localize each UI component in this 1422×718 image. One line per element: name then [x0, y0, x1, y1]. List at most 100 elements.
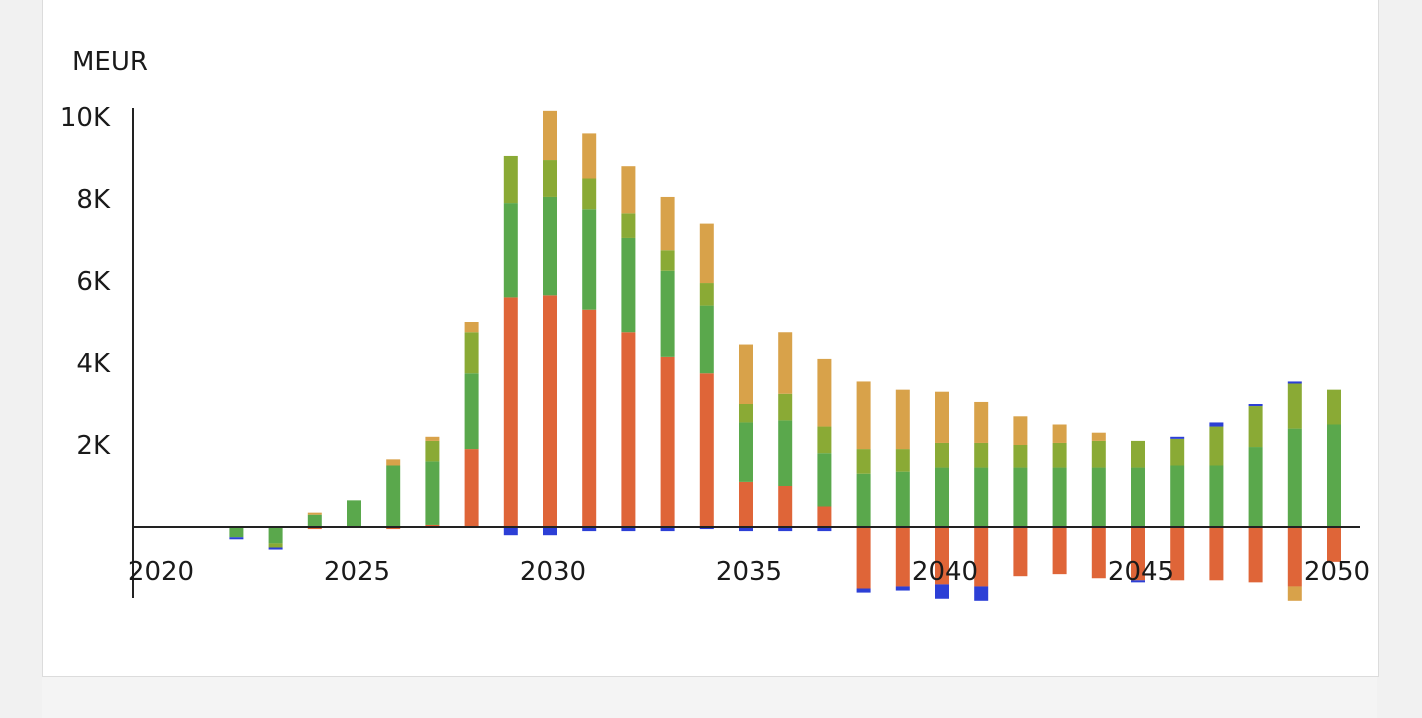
bar-segment-2030-s0: [543, 295, 557, 527]
y-tick-label: 6K: [76, 267, 111, 297]
x-tick-label: 2040: [912, 557, 978, 587]
bar-segment-2029-s1: [503, 203, 518, 298]
bar-segment-2042-s3: [1013, 416, 1028, 445]
bar-segment-2036-s4: [778, 527, 793, 532]
bar-segment-2040-s1: [935, 467, 949, 527]
bar-segment-2044-s0: [1091, 527, 1106, 579]
bar-segment-2031-s2: [582, 178, 597, 210]
bar-segment-2048-s4: [1248, 404, 1263, 407]
bar-segment-2042-s0: [1013, 527, 1028, 577]
bar-segment-2047-s4: [1209, 422, 1224, 427]
bar-segment-2035-s4: [739, 527, 753, 532]
x-tick-label: 2035: [716, 557, 782, 587]
bar-segment-2045-s4: [1131, 580, 1145, 583]
bar-segment-2041-s4: [974, 586, 989, 601]
x-tick-label: 2045: [1108, 557, 1174, 587]
bar-segment-2032-s4: [621, 527, 636, 532]
x-tick-label: 2030: [520, 557, 586, 587]
bar-segment-2034-s3: [699, 223, 714, 284]
bar-segment-2029-s2: [503, 155, 518, 204]
bar-segment-2031-s4: [582, 527, 597, 532]
bar-segment-2032-s0: [621, 332, 636, 527]
bar-segment-2049-s3: [1287, 586, 1302, 601]
bar-segment-2022-s1: [229, 527, 244, 538]
bar-segment-2023-s1: [268, 527, 283, 544]
bar-segment-2033-s2: [660, 250, 675, 271]
bar-segment-2035-s2: [739, 404, 753, 423]
bar-segment-2046-s4: [1170, 436, 1185, 439]
bar-segment-2035-s1: [739, 422, 753, 482]
bar-segment-2022-s4: [229, 537, 244, 540]
bar-segment-2040-s2: [935, 442, 949, 468]
bar-segment-2032-s2: [621, 213, 636, 238]
bar-segment-2023-s2: [268, 543, 283, 548]
bar-segment-2041-s2: [974, 442, 989, 468]
bar-segment-2048-s2: [1248, 406, 1263, 448]
bar-segment-2037-s0: [817, 506, 832, 527]
bar-segment-2027-s0: [425, 524, 440, 527]
x-tick-labels: 2020 2025 2030 2035 2040 2045 2050: [128, 557, 1370, 587]
bar-segment-2029-s0: [503, 297, 518, 527]
bar-segment-2041-s0: [974, 527, 989, 587]
bar-segment-2045-s1: [1131, 467, 1145, 527]
bar-segment-2046-s0: [1170, 527, 1185, 581]
bar-segment-2036-s3: [778, 332, 793, 394]
y-tick-label: 10K: [60, 103, 111, 133]
bar-segment-2024-s3: [307, 512, 322, 515]
stacked-bar-chart: MEUR 2K 4K 6K 8K 10K 2020 2025 2030 2035 2040 204…: [60, 47, 1370, 601]
legend-strip: [42, 677, 1377, 718]
bar-segment-2034-s0: [699, 373, 714, 527]
bar-segment-2029-s4: [503, 527, 518, 536]
bar-segment-2044-s2: [1091, 440, 1106, 468]
bar-segment-2043-s0: [1052, 527, 1067, 575]
bar-segment-2037-s2: [817, 426, 832, 454]
bar-segment-2031-s3: [582, 133, 597, 179]
bar-segment-2035-s0: [739, 481, 753, 527]
bar-segment-2024-s1: [307, 514, 322, 527]
bar-segment-2025-s1: [347, 500, 361, 527]
bar-segment-2032-s3: [621, 166, 636, 214]
y-tick-label: 2K: [76, 431, 111, 461]
bar-segment-2044-s3: [1091, 432, 1106, 441]
bar-segment-2049-s4: [1287, 381, 1302, 384]
bar-segment-2030-s2: [543, 160, 557, 197]
bar-segment-2050-s1: [1327, 424, 1341, 527]
bar-segment-2027-s3: [425, 436, 440, 441]
bar-segment-2043-s2: [1052, 442, 1067, 468]
bar-segment-2033-s3: [660, 196, 675, 251]
bar-segment-2049-s2: [1287, 383, 1302, 429]
bar-segment-2050-s2: [1327, 389, 1341, 425]
bar-segment-2044-s1: [1091, 467, 1106, 527]
bar-segment-2033-s4: [660, 527, 675, 532]
bar-segment-2032-s1: [621, 237, 636, 333]
bar-segment-2038-s3: [856, 381, 871, 450]
bar-segment-2033-s0: [660, 356, 675, 527]
bar-segment-2047-s2: [1209, 426, 1224, 466]
bar-segment-2028-s3: [464, 322, 479, 333]
bar-segment-2036-s1: [778, 420, 793, 486]
bar-segment-2048-s0: [1248, 527, 1263, 583]
bar-segment-2026-s1: [386, 465, 401, 527]
bar-segment-2034-s2: [699, 283, 714, 306]
bar-segment-2034-s1: [699, 305, 714, 374]
bar-segment-2031-s1: [582, 209, 597, 310]
bar-segment-2028-s0: [464, 449, 479, 527]
x-tick-label: 2050: [1304, 557, 1370, 587]
bars-layer: [229, 110, 1341, 601]
bar-segment-2036-s0: [778, 486, 793, 527]
bar-segment-2035-s3: [739, 344, 753, 404]
bar-segment-2030-s4: [543, 527, 557, 536]
bar-segment-2043-s1: [1052, 467, 1067, 527]
bar-segment-2037-s3: [817, 358, 832, 427]
bar-segment-2026-s0: [386, 527, 401, 530]
y-axis-title: MEUR: [72, 47, 148, 77]
bar-segment-2028-s1: [464, 373, 479, 450]
bar-segment-2041-s3: [974, 401, 989, 443]
x-tick-label: 2020: [128, 557, 194, 587]
bar-segment-2030-s3: [543, 110, 557, 161]
bar-segment-2049-s1: [1287, 428, 1302, 527]
bar-segment-2036-s2: [778, 393, 793, 421]
bar-segment-2027-s1: [425, 461, 440, 525]
bar-segment-2038-s0: [856, 527, 871, 589]
y-tick-label: 8K: [76, 185, 111, 215]
